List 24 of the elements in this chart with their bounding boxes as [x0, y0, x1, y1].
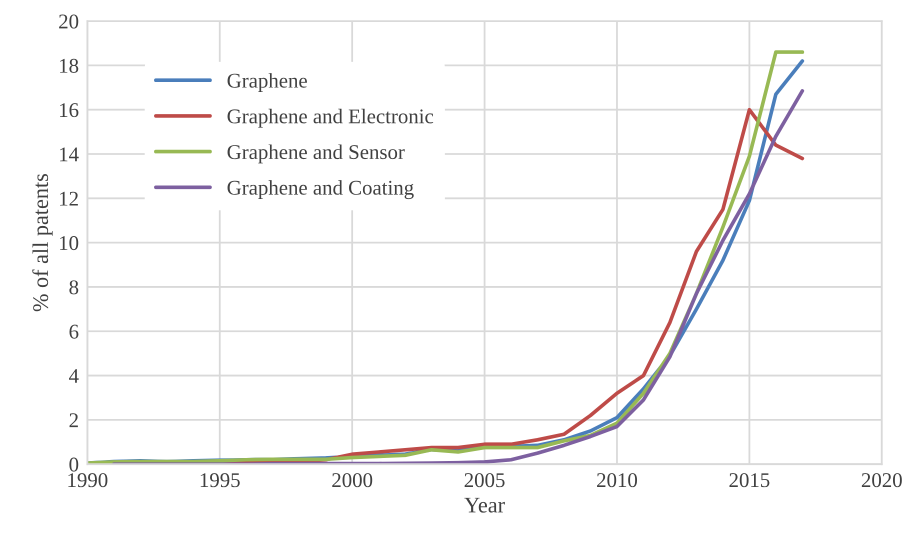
y-tick-label: 10	[60, 236, 78, 250]
legend-label: Graphene and Electronic	[228, 108, 434, 128]
y-tick-label: 2	[70, 413, 78, 428]
x-tick-label: 1995	[200, 473, 240, 488]
x-tick-label: 2020	[862, 473, 902, 488]
legend-label: Graphene and Coating	[228, 180, 414, 200]
legend-label: Graphene and Sensor	[228, 144, 405, 164]
x-tick-label: 2005	[464, 473, 505, 488]
y-tick-label: 6	[70, 324, 78, 339]
y-axis-title: % of all patents	[32, 174, 53, 312]
y-tick-label: 4	[69, 369, 79, 383]
x-tick-label: 1990	[68, 473, 108, 488]
y-tick-label: 18	[60, 58, 78, 73]
x-tick-label: 2010	[597, 473, 638, 488]
y-tick-label: 14	[60, 148, 79, 162]
y-tick-label: 20	[59, 14, 78, 29]
x-tick-label: 2015	[729, 473, 770, 488]
x-axis-title: Year	[464, 498, 505, 513]
x-tick-label: 2000	[332, 473, 372, 488]
y-tick-label: 0	[69, 458, 78, 472]
y-tick-label: 12	[60, 192, 78, 206]
y-tick-label: 8	[69, 280, 78, 294]
legend-label: Graphene	[228, 73, 307, 92]
y-tick-label: 16	[60, 103, 78, 118]
